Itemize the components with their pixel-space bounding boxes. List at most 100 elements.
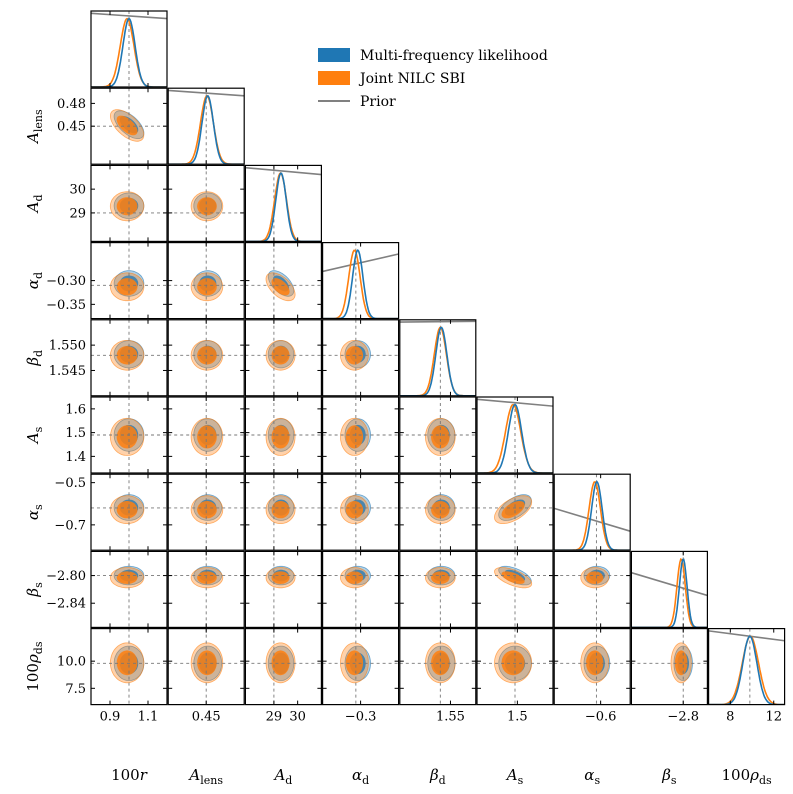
panel-betas-Ad (244, 550, 322, 629)
axis-label-symbol: β (24, 588, 42, 598)
contour68-nilc (345, 425, 364, 449)
panel-content (168, 88, 245, 165)
axis-label-symbol: ρ (24, 654, 42, 664)
axis-label-Ad: Ad (272, 766, 292, 787)
panel-frame (399, 396, 477, 474)
x-tick-label: −2.8 (667, 710, 699, 725)
panel-content (91, 242, 167, 319)
contour68-nilc (197, 501, 217, 519)
contour68-nilc (116, 278, 138, 296)
panel-content (245, 628, 322, 705)
axis-label-prefix: 100 (722, 766, 751, 784)
panel-frame (90, 164, 168, 242)
axis-label-As: As (505, 766, 524, 787)
panel-As-Ad (244, 396, 322, 474)
panel-betas-betad (399, 550, 477, 629)
contour68-nilc (431, 501, 450, 519)
panel-content (91, 319, 167, 396)
panel-alphas-alphad (322, 473, 400, 551)
axis-label-betas: βs (661, 766, 677, 787)
y-tick-label: −0.7 (54, 518, 86, 533)
axis-label-subscript: s (32, 504, 45, 510)
panel-content (245, 474, 322, 551)
panel-betad-Ad (244, 319, 322, 397)
contour68-nilc (501, 501, 525, 519)
axis-label-rhods: 100ρds (722, 766, 773, 787)
y-tick-label: 10.0 (57, 655, 86, 670)
contour68-nilc (116, 425, 138, 449)
x-tick-label: −0.6 (585, 710, 617, 725)
axis-label-subscript: ds (759, 774, 772, 787)
y-tick-label: −0.30 (46, 274, 86, 289)
axis-label-symbol: α (24, 510, 42, 520)
corner-panels: 0.450.482930−0.35−0.301.5451.5501.41.51.… (24, 10, 786, 787)
panel-rhods-alphas: −0.6 (553, 627, 631, 725)
panel-content (245, 165, 322, 242)
panel-betad-Alens (167, 319, 245, 397)
contour68-nilc (271, 501, 290, 519)
prior-curve (554, 507, 631, 532)
contour68-nilc (116, 197, 138, 216)
legend-swatch-nilc (318, 71, 350, 85)
panel-content (399, 474, 476, 551)
axis-label-prefix: 100 (111, 766, 140, 784)
panel-content (168, 242, 245, 319)
y-tick-label: −2.84 (46, 597, 86, 612)
axis-label-subscript: d (32, 272, 45, 279)
axis-label-Alens: Alens (24, 109, 45, 145)
marginal-nilc-Alens (168, 94, 245, 165)
contour68-nilc (431, 425, 450, 449)
axis-label-betad: βd (24, 350, 45, 367)
axis-label-Ad: Ad (24, 194, 45, 214)
contour68-nilc (197, 278, 217, 296)
panel-frame (399, 473, 477, 551)
legend-label-multi: Multi-frequency likelihood (360, 48, 548, 64)
marginal-multi-rhods (708, 635, 785, 705)
axis-label-symbol: β (24, 357, 42, 367)
panel-alphas-alphas (553, 473, 631, 551)
axis-label-subscript: s (518, 774, 524, 787)
panel-frame (476, 396, 554, 474)
axis-label-subscript: ds (32, 641, 45, 654)
contour68-nilc (197, 425, 217, 449)
axis-label-subscript: lens (200, 774, 223, 787)
panel-frame (90, 396, 168, 474)
x-tick-label: 1.1 (138, 710, 159, 725)
axis-label-betad: βd (429, 766, 446, 787)
panel-rhods-r: 0.9 1.1 7.5 10.0 (57, 627, 168, 725)
panel-betad-alphad (322, 319, 400, 397)
panel-alphas-Ad (244, 473, 322, 551)
marginal-nilc-As (477, 403, 553, 473)
panel-content (322, 474, 399, 551)
panel-content (91, 397, 167, 473)
contour68-nilc (271, 425, 290, 449)
panel-frame (707, 627, 786, 706)
prior-curve (168, 89, 245, 97)
panel-content (91, 551, 167, 628)
panel-content (477, 397, 553, 473)
panel-frame (399, 319, 477, 397)
y-tick-label: 7.5 (65, 682, 86, 697)
panel-content (322, 551, 399, 628)
x-tick-label: 1.5 (507, 710, 528, 725)
axis-label-subscript: s (671, 774, 677, 787)
contour68-nilc (431, 650, 450, 676)
panel-rhods-rhods: 8 12 (707, 627, 786, 725)
contour68-nilc (674, 650, 688, 676)
prior-curve (631, 571, 708, 597)
panel-As-alphad (322, 396, 400, 474)
panel-content (554, 628, 631, 705)
panel-content (168, 165, 245, 242)
axis-label-symbol: A (505, 766, 518, 784)
panel-content (245, 319, 322, 396)
axis-label-symbol: α (584, 766, 594, 784)
axis-label-subscript: s (32, 582, 45, 588)
y-tick-label: 0.48 (57, 97, 86, 112)
y-tick-label: 1.4 (65, 450, 86, 465)
contour68-nilc (197, 650, 217, 676)
panel-frame (90, 473, 168, 551)
axis-label-subscript: d (362, 774, 369, 787)
panel-As-r: 1.4 1.5 1.6 (65, 396, 168, 474)
panel-frame (476, 550, 554, 629)
marginal-nilc-r (91, 17, 167, 87)
